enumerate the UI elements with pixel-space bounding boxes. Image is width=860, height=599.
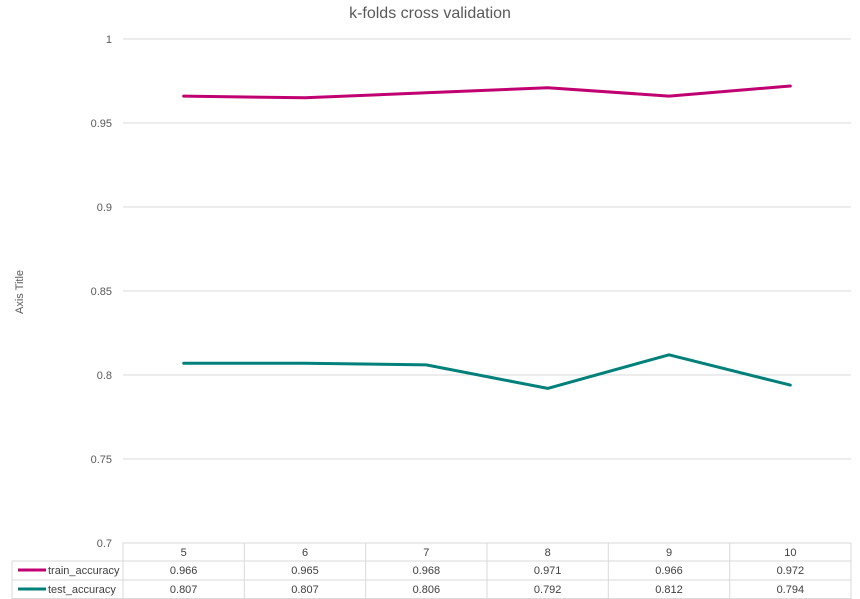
chart-title: k-folds cross validation [349,5,511,22]
table-value-cell: 0.971 [534,565,562,577]
table-value-cell: 0.966 [170,565,198,577]
series-line-test_accuracy [182,353,792,390]
y-tick-label: 0.8 [97,370,112,382]
y-axis-ticks: 0.7 0.75 0.8 0.85 0.9 0.95 1 [91,34,112,550]
table-value-cell: 0.807 [170,584,198,596]
table-value-cell: 0.807 [291,584,319,596]
data-table: 5 6 7 8 9 10 train_accuracy 0.966 0.965 0.968 0.97… [11,542,852,599]
x-category-label: 7 [423,547,429,559]
y-tick-label: 0.9 [97,202,112,214]
table-value-cell: 0.972 [777,565,805,577]
table-value-cell: 0.968 [413,565,441,577]
series-lines [182,84,792,390]
table-value-cell: 0.812 [655,584,683,596]
legend-label: test_accuracy [48,584,116,596]
legend-label: train_accuracy [48,565,120,577]
table-value-cell: 0.794 [777,584,805,596]
series-line-train_accuracy [182,84,792,100]
x-category-label: 8 [545,547,551,559]
table-value-cell: 0.792 [534,584,562,596]
table-value-cell: 0.965 [291,565,319,577]
y-tick-label: 0.85 [91,286,112,298]
y-tick-label: 0.7 [97,538,112,550]
y-axis-title: Axis Title [14,270,26,314]
y-tick-label: 0.95 [91,118,112,130]
x-category-label: 10 [784,547,796,559]
x-category-label: 5 [181,547,187,559]
x-category-label: 9 [666,547,672,559]
table-value-cell: 0.966 [655,565,683,577]
table-value-cell: 0.806 [413,584,441,596]
gridlines [123,38,851,460]
y-tick-label: 1 [106,34,112,46]
x-category-label: 6 [302,547,308,559]
y-tick-label: 0.75 [91,454,112,466]
